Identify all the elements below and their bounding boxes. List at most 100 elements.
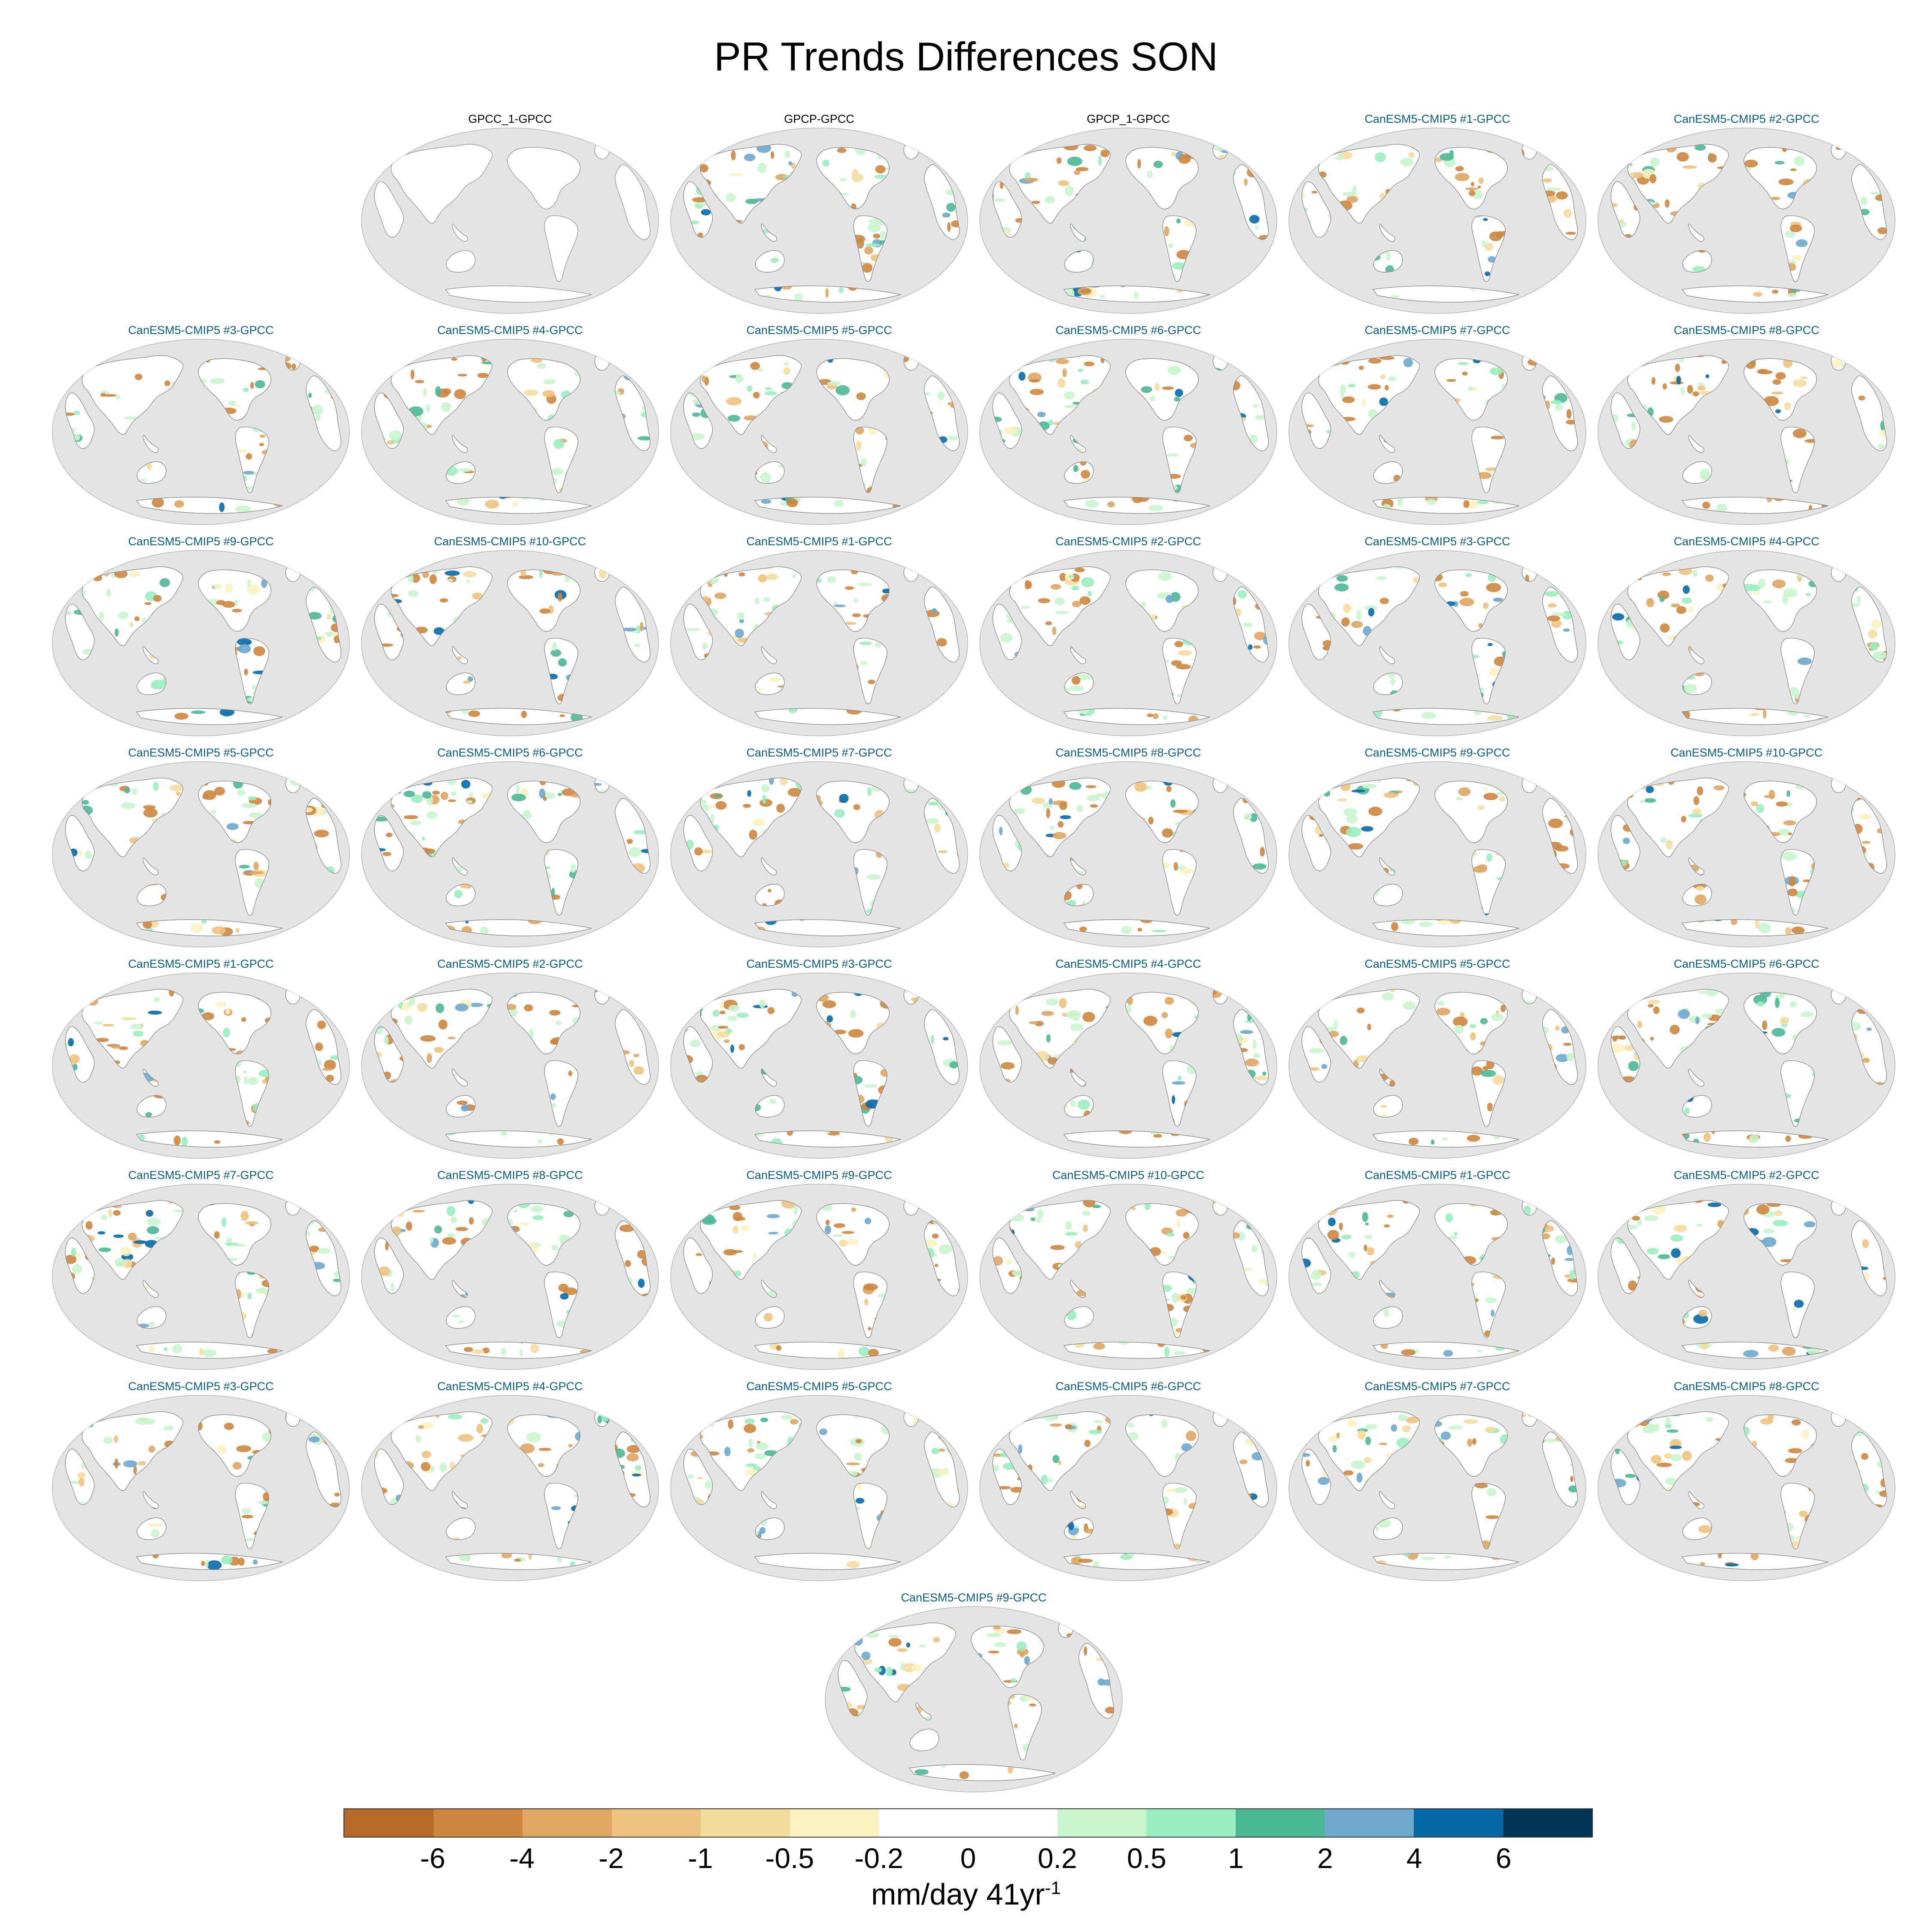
trend-patch bbox=[719, 1011, 726, 1015]
trend-patch bbox=[337, 805, 341, 811]
trend-patch bbox=[1577, 172, 1578, 179]
coastline bbox=[507, 358, 580, 421]
trend-patch bbox=[938, 850, 948, 854]
trend-patch bbox=[1877, 444, 1885, 450]
trend-patch bbox=[438, 1019, 448, 1030]
trend-patch bbox=[1302, 694, 1310, 700]
coastline bbox=[755, 672, 785, 695]
trend-patch bbox=[485, 499, 499, 509]
trend-patch bbox=[1869, 642, 1878, 651]
trend-patch bbox=[1697, 386, 1706, 391]
trend-patch bbox=[246, 870, 251, 873]
trend-patch bbox=[1045, 621, 1052, 626]
trend-patch bbox=[936, 638, 947, 647]
trend-patch bbox=[426, 1053, 432, 1063]
trend-patch bbox=[1613, 705, 1618, 714]
trend-patch bbox=[1434, 157, 1443, 162]
map-panel-title: GPCP_1-GPCC bbox=[1087, 112, 1170, 125]
trend-patch bbox=[1682, 165, 1697, 169]
trend-patch bbox=[512, 501, 519, 506]
trend-patch bbox=[728, 1005, 740, 1012]
trend-patch bbox=[424, 848, 435, 854]
coastline bbox=[700, 989, 802, 1069]
trend-patch bbox=[111, 1045, 121, 1049]
coastline bbox=[1682, 461, 1712, 484]
trend-patch bbox=[1052, 626, 1057, 635]
trend-patch bbox=[1888, 460, 1892, 466]
trend-patch bbox=[382, 852, 392, 856]
trend-patch bbox=[1882, 682, 1887, 693]
coastline bbox=[374, 815, 404, 872]
trend-patch bbox=[1550, 565, 1556, 571]
trend-patch bbox=[1705, 574, 1714, 582]
trend-patch bbox=[381, 494, 394, 499]
trend-patch bbox=[1324, 565, 1338, 569]
trend-patch bbox=[1790, 168, 1797, 171]
trend-patch bbox=[1170, 799, 1176, 808]
coastline bbox=[816, 781, 890, 843]
trend-patch bbox=[164, 380, 170, 386]
map-panel: CanESM5-CMIP5 #6-GPCC bbox=[360, 745, 660, 951]
trend-patch bbox=[822, 159, 830, 167]
coastline bbox=[1780, 215, 1815, 282]
trend-patch bbox=[996, 271, 1000, 276]
trend-patch bbox=[1790, 687, 1799, 697]
map-panel: GPCP_1-GPCC bbox=[978, 112, 1279, 318]
trend-patch bbox=[1069, 782, 1081, 790]
trend-patch bbox=[324, 1060, 336, 1070]
coastline bbox=[143, 1069, 159, 1087]
map-panel: CanESM5-CMIP5 #9-GPCC bbox=[51, 534, 351, 740]
trend-patch bbox=[1788, 832, 1792, 835]
land-mass bbox=[507, 147, 580, 210]
trend-patch bbox=[134, 616, 140, 621]
trend-patch bbox=[114, 628, 119, 637]
trend-patch bbox=[65, 572, 69, 576]
trend-patch bbox=[1065, 185, 1074, 196]
trend-patch bbox=[1551, 154, 1564, 159]
trend-patch bbox=[65, 565, 79, 571]
trend-patch bbox=[633, 1054, 640, 1057]
coastline bbox=[136, 708, 283, 725]
coastline bbox=[755, 250, 785, 273]
trend-patch bbox=[1302, 912, 1312, 916]
trend-patch bbox=[745, 198, 758, 204]
trend-patch bbox=[338, 388, 341, 393]
trend-patch bbox=[1180, 868, 1193, 875]
world-map bbox=[1288, 339, 1586, 525]
trend-patch bbox=[250, 382, 254, 389]
trend-patch bbox=[638, 491, 650, 500]
trend-patch bbox=[717, 1031, 730, 1038]
coastline bbox=[1070, 857, 1086, 875]
trend-patch bbox=[1084, 361, 1095, 367]
trend-patch bbox=[1775, 409, 1781, 413]
trend-patch bbox=[1681, 597, 1692, 604]
trend-patch bbox=[1683, 585, 1690, 594]
trend-patch bbox=[1633, 717, 1642, 720]
trend-patch bbox=[1252, 863, 1267, 870]
trend-patch bbox=[309, 987, 316, 993]
trend-patch bbox=[1158, 572, 1172, 581]
trend-patch bbox=[826, 1131, 840, 1136]
trend-patch bbox=[747, 790, 751, 797]
trend-patch bbox=[1859, 149, 1865, 158]
trend-patch bbox=[1315, 503, 1321, 506]
trend-patch bbox=[864, 246, 873, 255]
coastline bbox=[65, 815, 95, 872]
trend-patch bbox=[242, 1070, 247, 1073]
trend-patch bbox=[1333, 923, 1339, 927]
trend-patch bbox=[334, 1199, 339, 1204]
trend-patch bbox=[1455, 173, 1470, 181]
trend-patch bbox=[731, 150, 736, 161]
coastline bbox=[1780, 849, 1815, 916]
coastline bbox=[374, 1026, 404, 1083]
trend-patch bbox=[1763, 708, 1767, 719]
trend-patch bbox=[1713, 785, 1725, 791]
trend-patch bbox=[844, 622, 857, 625]
world-map bbox=[52, 550, 350, 736]
trend-patch bbox=[65, 782, 69, 792]
trend-patch bbox=[1469, 1024, 1476, 1028]
trend-patch bbox=[638, 928, 650, 931]
trend-patch bbox=[237, 638, 252, 646]
trend-patch bbox=[1147, 170, 1153, 179]
trend-patch bbox=[1483, 218, 1488, 221]
